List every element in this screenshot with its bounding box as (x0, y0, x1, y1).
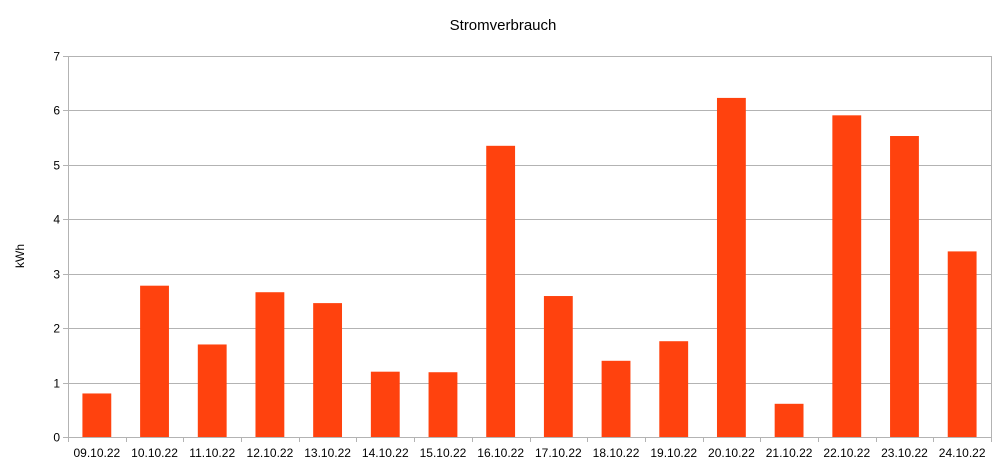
x-tick-label: 24.10.22 (939, 446, 986, 460)
x-tick-label: 15.10.22 (420, 446, 467, 460)
x-tick-label: 23.10.22 (881, 446, 928, 460)
y-tick-label: 4 (53, 213, 60, 227)
bar-17.10.22 (543, 296, 573, 437)
bar-24.10.22 (947, 251, 977, 437)
y-tick-label: 1 (53, 377, 60, 391)
x-tick-label: 21.10.22 (766, 446, 813, 460)
bar-20.10.22 (716, 97, 746, 437)
y-tick-label: 6 (53, 104, 60, 118)
bar-11.10.22 (197, 344, 227, 437)
gridlines (68, 56, 991, 384)
x-tick-label: 19.10.22 (650, 446, 697, 460)
x-tick-label: 11.10.22 (189, 446, 235, 460)
x-tick-labels: 09.10.22 10.10.22 11.10.22 12.10.22 13.10.22… (73, 446, 985, 460)
bars (82, 97, 977, 437)
y-tick-label: 5 (53, 159, 60, 173)
x-tick-label: 17.10.22 (535, 446, 582, 460)
bar-09.10.22 (82, 393, 112, 437)
y-axis-label: kWh (13, 244, 27, 268)
bar-22.10.22 (832, 115, 862, 437)
bar-18.10.22 (601, 360, 631, 437)
x-tick-label: 20.10.22 (708, 446, 755, 460)
bar-15.10.22 (428, 372, 458, 437)
y-tick-label: 3 (53, 268, 60, 282)
x-tick-label: 22.10.22 (823, 446, 870, 460)
y-tick-label: 2 (53, 322, 60, 336)
x-tick-label: 14.10.22 (362, 446, 409, 460)
x-tick-label: 09.10.22 (73, 446, 120, 460)
x-tick-label: 13.10.22 (304, 446, 351, 460)
chart-title: Stromverbrauch (450, 17, 557, 34)
bar-21.10.22 (774, 403, 804, 437)
y-tick-labels: 0 1 2 3 4 5 6 7 (53, 50, 60, 445)
bar-10.10.22 (140, 285, 169, 437)
y-tick-label: 0 (53, 431, 60, 445)
bar-23.10.22 (890, 136, 919, 437)
axes (63, 56, 992, 442)
bar-19.10.22 (659, 341, 689, 437)
x-tick-label: 10.10.22 (131, 446, 178, 460)
y-tick-label: 7 (53, 50, 60, 64)
x-tick-label: 16.10.22 (477, 446, 524, 460)
x-tick-label: 18.10.22 (593, 446, 640, 460)
bar-14.10.22 (370, 371, 400, 437)
bar-16.10.22 (486, 145, 516, 437)
bar-13.10.22 (313, 303, 343, 437)
x-tick-label: 12.10.22 (247, 446, 294, 460)
bar-12.10.22 (255, 292, 285, 437)
